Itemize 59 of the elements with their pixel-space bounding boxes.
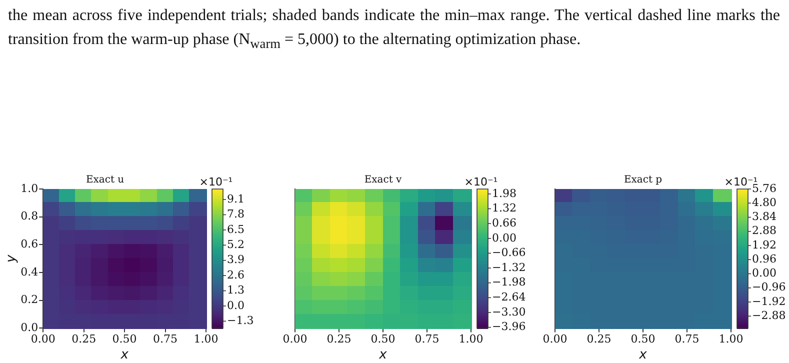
color-bar-label: 1.32 — [492, 202, 516, 215]
color-bar-label: 0.00 — [492, 231, 516, 244]
x-tick-label: 1.00 — [718, 332, 744, 346]
color-bar-label: −1.3 — [227, 314, 254, 328]
color-bar-label: 3.9 — [227, 253, 244, 266]
color-bar-label: 2.6 — [227, 268, 244, 282]
x-tick-label: 0.25 — [326, 332, 352, 346]
text: the mean across five independent trials; shaded bands indicate the min–max range. The vertical dashed line marks the transition from the warm-up phase (N$_{warm}$ = 5,000) to the alternating optimization phase. — [8, 6, 780, 54]
x-tick-label: 1.00 — [194, 332, 218, 346]
chart-title: Exact p — [624, 174, 662, 186]
color-bar-title: ×10⁻¹ — [199, 175, 233, 188]
color-bar-label: −2.64 — [492, 290, 526, 304]
y-tick-label: 0.2 — [20, 293, 38, 306]
color-bar-label: 5.2 — [227, 238, 244, 252]
x-tick-label: 0.25 — [72, 332, 96, 346]
x-axis-title: x — [378, 348, 388, 363]
x-tick-label: 1.00 — [458, 332, 484, 346]
color-bar-label: 0.66 — [492, 216, 516, 230]
y-tick-label: 1.0 — [20, 182, 38, 195]
color-bar-label: 4.80 — [752, 196, 776, 209]
color-bar-label: 1.98 — [492, 186, 516, 200]
chart-title: Exact u — [86, 174, 125, 186]
color-bar-label: −1.98 — [492, 276, 526, 289]
x-axis-title: x — [638, 348, 648, 363]
y-tick-label: 0.6 — [20, 238, 38, 251]
color-bar-label: 0.00 — [752, 266, 776, 280]
y-tick-label: 0.4 — [20, 265, 38, 278]
x-tick-label: 0.75 — [674, 332, 700, 346]
color-bar-label: 1.92 — [752, 238, 776, 252]
chart-title: Exact v — [364, 174, 402, 186]
color-bar-title: ×10⁻¹ — [464, 175, 498, 188]
color-bar-label: 3.84 — [752, 210, 776, 224]
x-tick-label: 0.25 — [586, 332, 612, 346]
color-bar-label: −0.96 — [752, 280, 786, 294]
x-tick-label: 0.00 — [542, 332, 568, 346]
color-bar-label: 0.96 — [752, 252, 776, 266]
color-bar-label: 2.88 — [752, 224, 776, 238]
color-bar-label: −1.92 — [752, 294, 786, 308]
y-tick-label: 0.8 — [20, 210, 38, 223]
color-bar-label: −3.96 — [492, 320, 526, 334]
color-bar-label: 1.3 — [227, 284, 244, 297]
x-axis-title: x — [120, 348, 129, 363]
x-tick-label: 0.00 — [30, 332, 56, 346]
y-axis-title: y — [4, 254, 20, 264]
x-tick-label: 0.50 — [630, 332, 656, 346]
color-bar-label: 6.5 — [227, 222, 244, 236]
color-bar-label: −3.30 — [492, 305, 526, 318]
x-tick-label: 0.50 — [112, 332, 137, 346]
x-tick-label: 0.00 — [282, 332, 308, 346]
color-bar-label: −0.66 — [492, 246, 526, 260]
color-bar-label: 9.1 — [227, 192, 244, 206]
y-tick-label: 0.0 — [20, 321, 38, 334]
color-bar-label: 0.0 — [227, 298, 244, 312]
x-tick-label: 0.50 — [370, 332, 396, 346]
color-bar-label: −1.32 — [492, 260, 526, 274]
x-tick-label: 0.75 — [414, 332, 440, 346]
color-bar-label: −2.88 — [752, 308, 786, 322]
x-tick-label: 0.75 — [153, 332, 178, 346]
color-bar-label: 7.8 — [227, 208, 244, 221]
